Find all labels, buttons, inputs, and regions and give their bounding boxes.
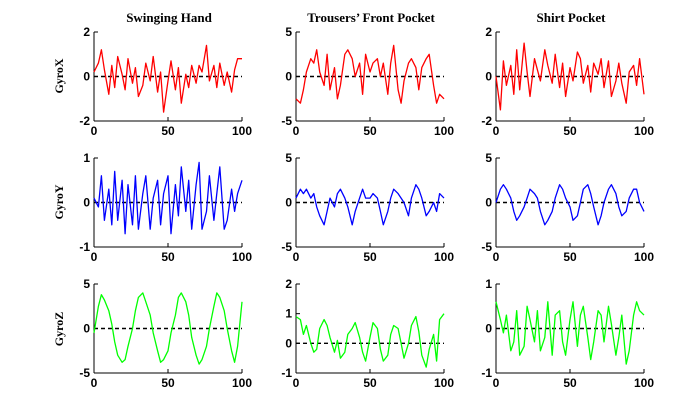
y-tick-label: 2 bbox=[485, 25, 492, 39]
y-tick-label: -5 bbox=[281, 240, 292, 254]
x-tick-label: 0 bbox=[91, 124, 98, 138]
y-tick-label: -5 bbox=[79, 366, 90, 380]
y-tick-label: -1 bbox=[281, 366, 292, 380]
y-tick-label: -5 bbox=[281, 114, 292, 128]
row-label-gyroy: GyroY bbox=[52, 184, 66, 219]
gyrox-series-line bbox=[93, 44, 242, 113]
gyroz-series-line bbox=[495, 301, 645, 365]
y-tick-label: 0 bbox=[485, 70, 492, 84]
gyroy-series-line bbox=[295, 184, 445, 226]
column-titles: Swinging Hand Trousers’ Front Pocket Shi… bbox=[126, 10, 606, 25]
x-tick-label: 100 bbox=[434, 250, 454, 264]
y-tick-label: 0 bbox=[285, 336, 292, 350]
y-tick-label: -2 bbox=[79, 114, 90, 128]
x-tick-label: 50 bbox=[563, 124, 577, 138]
y-tick-label: -5 bbox=[481, 240, 492, 254]
x-tick-label: 0 bbox=[493, 124, 500, 138]
x-tick-label: 50 bbox=[363, 250, 377, 264]
column-title-swinging-hand: Swinging Hand bbox=[126, 10, 212, 25]
y-tick-label: 0 bbox=[83, 70, 90, 84]
x-tick-label: 100 bbox=[634, 376, 654, 390]
x-tick-label: 50 bbox=[563, 250, 577, 264]
x-tick-label: 100 bbox=[232, 250, 252, 264]
x-tick-label: 100 bbox=[434, 376, 454, 390]
y-tick-label: 1 bbox=[285, 307, 292, 321]
y-tick-label: 5 bbox=[83, 277, 90, 291]
x-tick-label: 50 bbox=[363, 376, 377, 390]
gyrox-series-line bbox=[495, 42, 645, 111]
x-tick-label: 0 bbox=[293, 124, 300, 138]
y-tick-label: -1 bbox=[481, 366, 492, 380]
x-tick-label: 100 bbox=[232, 376, 252, 390]
column-title-trousers-front-pocket: Trousers’ Front Pocket bbox=[307, 10, 435, 25]
gyroz-series-line bbox=[295, 313, 445, 368]
y-tick-label: -2 bbox=[481, 114, 492, 128]
gyroy-series-line bbox=[495, 184, 645, 226]
gyroy-series-line bbox=[93, 161, 243, 235]
y-tick-label: 5 bbox=[485, 151, 492, 165]
y-tick-label: 0 bbox=[83, 196, 90, 210]
row-label-gyrox: GyroX bbox=[52, 58, 66, 93]
y-tick-label: 0 bbox=[285, 196, 292, 210]
y-tick-label: 1 bbox=[83, 151, 90, 165]
x-tick-label: 100 bbox=[434, 124, 454, 138]
x-tick-label: 50 bbox=[363, 124, 377, 138]
gyroz-series-line bbox=[93, 292, 243, 365]
y-tick-label: 0 bbox=[83, 322, 90, 336]
x-tick-label: 0 bbox=[293, 376, 300, 390]
x-tick-label: 100 bbox=[634, 250, 654, 264]
y-tick-label: 5 bbox=[285, 25, 292, 39]
y-tick-label: 1 bbox=[485, 277, 492, 291]
x-tick-label: 100 bbox=[232, 124, 252, 138]
x-tick-label: 0 bbox=[493, 250, 500, 264]
x-tick-label: 50 bbox=[161, 250, 175, 264]
row-label-gyroz: GyroZ bbox=[52, 312, 66, 346]
column-title-shirt-pocket: Shirt Pocket bbox=[537, 10, 607, 25]
row-labels: GyroX GyroY GyroZ bbox=[52, 58, 66, 346]
y-tick-label: 2 bbox=[285, 277, 292, 291]
y-tick-label: 0 bbox=[285, 70, 292, 84]
x-tick-label: 0 bbox=[293, 250, 300, 264]
y-tick-label: 0 bbox=[485, 196, 492, 210]
x-tick-label: 50 bbox=[161, 124, 175, 138]
x-tick-label: 0 bbox=[91, 250, 98, 264]
x-tick-label: 50 bbox=[563, 376, 577, 390]
y-tick-label: 0 bbox=[485, 322, 492, 336]
y-tick-label: 5 bbox=[285, 151, 292, 165]
gyrox-series-line bbox=[295, 44, 445, 104]
y-tick-label: -1 bbox=[79, 240, 90, 254]
x-tick-label: 0 bbox=[91, 376, 98, 390]
x-tick-label: 0 bbox=[493, 376, 500, 390]
y-tick-label: 2 bbox=[83, 25, 90, 39]
x-tick-label: 100 bbox=[634, 124, 654, 138]
x-tick-label: 50 bbox=[161, 376, 175, 390]
